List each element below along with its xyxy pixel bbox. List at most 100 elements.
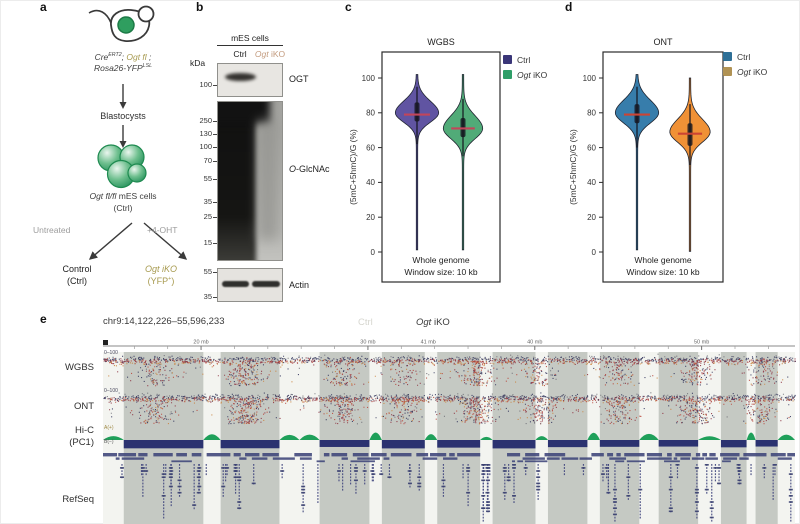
svg-text:Whole genome: Whole genome: [634, 255, 691, 265]
ogt-band-ctrl: [225, 73, 256, 81]
control-sub: (Ctrl): [67, 276, 87, 286]
svg-text:20 mb: 20 mb: [193, 340, 208, 346]
ont-legend: Ctrl Ogt iKO: [723, 49, 767, 79]
ont-chart-title: ONT: [653, 37, 673, 47]
mes-cells-sub: (Ctrl): [113, 203, 133, 213]
cells-italic: Ogt fl/fl: [89, 191, 117, 201]
down-arrow-icon: [119, 84, 127, 109]
legend-row: Ctrl: [723, 49, 767, 64]
track-label-wgbs: WGBS: [64, 362, 94, 373]
genome-locus-label: chr9:14,122,226–55,596,233: [103, 316, 225, 327]
legend-label: Ogt iKO: [737, 66, 768, 77]
legend-swatch: [503, 55, 512, 64]
svg-text:50 mb: 50 mb: [694, 340, 709, 346]
genotype-sep: ;: [121, 52, 127, 62]
oglcnac-smear-ctrl: [218, 102, 256, 260]
track-label-refseq: RefSeq: [62, 494, 94, 505]
kda-marker: 70: [203, 156, 212, 165]
track-ctrl-label: Ctrl: [358, 317, 373, 328]
genotype-ogt: Ogt fl: [126, 52, 147, 62]
wgbs-range-label: 0–100: [104, 350, 118, 356]
yfp-sup: +: [168, 276, 172, 282]
lane-iko-rest: iKO: [268, 49, 286, 59]
down-arrow-icon: [119, 125, 127, 148]
yfp-pre: (YFP: [147, 276, 169, 286]
track-label-hic-pc1: (PC1): [69, 437, 94, 448]
svg-text:80: 80: [587, 109, 596, 118]
untreated-label: Untreated: [33, 225, 71, 235]
diverging-arrows-icon: [88, 222, 188, 260]
kda-marker-tick: [213, 161, 217, 162]
ogt-blot: [217, 63, 283, 97]
svg-text:0: 0: [592, 248, 597, 257]
kda-marker-tick: [213, 243, 217, 244]
genotype-cre-sup: ERT2: [108, 52, 122, 59]
kda-marker-tick: [213, 147, 217, 148]
legend-label: Ctrl: [517, 54, 531, 65]
legend-label: Ctrl: [737, 51, 751, 62]
track-iko-label: Ogt iKO: [416, 317, 450, 328]
genotype-text: CreERT2; Ogt fl ; Rosa26-YFPLSL: [50, 52, 196, 74]
legend-swatch: [503, 70, 512, 79]
svg-text:0: 0: [371, 248, 376, 257]
svg-text:20: 20: [366, 213, 375, 222]
hic-b-label: B(−): [104, 439, 114, 445]
genotype-sep2: ;: [146, 52, 152, 62]
track-iko-italic: Ogt: [416, 317, 432, 328]
blastocysts-label: Blastocysts: [100, 111, 146, 121]
legend-label: Ogt iKO: [517, 69, 548, 80]
lane-iko-label: Ogt iKO: [250, 49, 290, 59]
svg-text:60: 60: [587, 143, 596, 152]
wgbs-violin-plot: 0 20 40 60 80 100 (5mC+5hmC)/G (%) Whole genome…: [348, 51, 501, 283]
svg-text:40: 40: [366, 178, 375, 187]
panel-c-letter: c: [345, 0, 352, 14]
kda-marker-tick: [213, 272, 217, 273]
ont-range-label: 0–100: [104, 388, 118, 394]
track-label-hic: Hi-C: [75, 425, 94, 436]
panel-a-letter: a: [40, 0, 47, 14]
actin-band-ctrl: [222, 281, 249, 287]
kda-marker: 35: [203, 292, 212, 301]
oglcnac-smudge-iko: [258, 120, 278, 240]
ogt-iko-sub: (YFP+): [128, 276, 194, 287]
four-oht-label: +4-OHT: [147, 225, 178, 235]
mes-cells-icon: [97, 144, 147, 189]
svg-text:20: 20: [587, 213, 596, 222]
ogt-iko-label: Ogt iKO: [144, 264, 177, 274]
kda-marker-tick: [213, 179, 217, 180]
genotype-rosa: Rosa26-YFP: [93, 63, 143, 73]
wgbs-chart-title: WGBS: [427, 37, 455, 47]
legend-row: Ogt iKO: [723, 64, 767, 79]
mes-cells-label: Ogt fl/fl mES cells: [48, 191, 198, 202]
kda-marker: 25: [203, 212, 212, 221]
kda-label: kDa: [190, 58, 206, 68]
oglcnac-smear-top: [218, 102, 270, 124]
wgbs-legend: Ctrl Ogt iKO: [503, 52, 547, 82]
genome-browser-tracks: 20 mb 30 mb 40 mb 50 mb 41 mb: [103, 337, 796, 524]
kda-marker-tick: [213, 217, 217, 218]
hic-a-label: A(+): [104, 425, 114, 431]
kda-marker: 100: [199, 80, 212, 89]
svg-text:40: 40: [587, 178, 596, 187]
svg-text:80: 80: [366, 109, 375, 118]
genotype-cre: Cre: [94, 52, 109, 62]
track-label-ont: ONT: [73, 401, 94, 412]
kda-marker-tick: [213, 121, 217, 122]
legend-swatch: [723, 67, 732, 76]
svg-text:30 mb: 30 mb: [360, 340, 375, 346]
actin-band-iko: [252, 281, 280, 287]
oglcnac-o: O: [289, 164, 297, 174]
kda-marker: 130: [199, 129, 212, 138]
legend-swatch: [723, 52, 732, 61]
yfp-post: ): [171, 276, 175, 286]
svg-text:(5mC+5hmC)/G (%): (5mC+5hmC)/G (%): [568, 129, 578, 205]
panel-d-letter: d: [565, 0, 573, 14]
kda-marker: 55: [203, 174, 212, 183]
ont-violin-plot: 0 20 40 60 80 100 (5mC+5hmC)/G (%) Whole genome…: [568, 51, 724, 283]
genotype-rosa-sup: LSL: [142, 63, 153, 70]
kda-marker: 55: [203, 267, 212, 276]
svg-text:40 mb: 40 mb: [527, 340, 542, 346]
lane-ctrl-label: Ctrl: [233, 49, 247, 59]
svg-text:60: 60: [366, 143, 375, 152]
